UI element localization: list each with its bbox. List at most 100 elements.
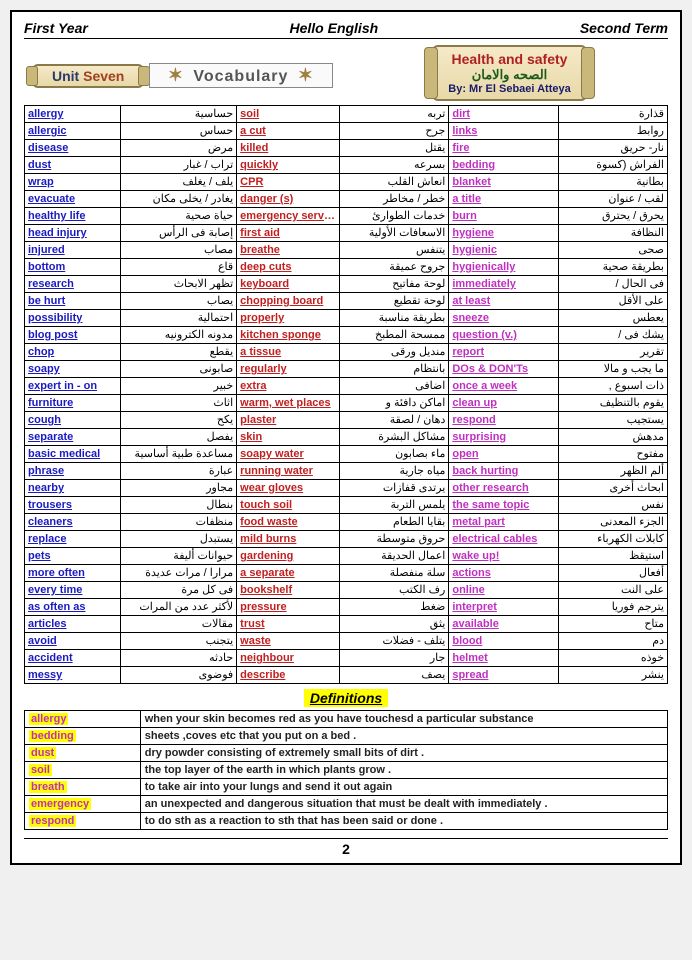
- vocab-ar-1: منظفات: [121, 514, 237, 531]
- vocab-en-3: fire: [449, 140, 558, 157]
- health-by: By: Mr El Sebaei Atteya: [448, 83, 570, 95]
- vocab-row: more oftenمرارا / مرات عديدةa separateسل…: [25, 565, 668, 582]
- vocab-ar-3: يعطس: [558, 310, 667, 327]
- vocab-row: furnitureاثاثwarm, wet placesاماكن دافئة…: [25, 395, 668, 412]
- vocab-en-2: describe: [237, 667, 340, 684]
- vocab-en-2: kitchen sponge: [237, 327, 340, 344]
- vocab-ar-1: حساسية: [121, 106, 237, 123]
- vocab-ar-3: على النت: [558, 582, 667, 599]
- vocab-row: every timeفى كل مرةbookshelfرف الكتبonli…: [25, 582, 668, 599]
- vocab-row: trousersبنطالtouch soilيلمس التربةthe sa…: [25, 497, 668, 514]
- vocab-ar-1: مصاب: [121, 242, 237, 259]
- vocab-ar-2: منديل ورقى: [340, 344, 449, 361]
- vocab-ar-2: لوحة تقطيع: [340, 293, 449, 310]
- vocab-en-3: wake up!: [449, 548, 558, 565]
- vocab-ar-3: متاح: [558, 616, 667, 633]
- vocab-en-1: blog post: [25, 327, 121, 344]
- vocab-en-1: soapy: [25, 361, 121, 378]
- vocab-en-1: avoid: [25, 633, 121, 650]
- vocab-ar-3: مفتوح: [558, 446, 667, 463]
- definition-term: soil: [25, 762, 141, 779]
- unit-scroll: Unit Seven: [32, 64, 144, 88]
- vocab-ar-1: فوضوى: [121, 667, 237, 684]
- vocab-en-2: killed: [237, 140, 340, 157]
- definitions-table: allergywhen your skin becomes red as you…: [24, 710, 668, 830]
- vocab-en-2: skin: [237, 429, 340, 446]
- health-arabic: الصحه والامان: [448, 67, 570, 83]
- vocab-en-2: plaster: [237, 412, 340, 429]
- vocab-row: bottomقاعdeep cutsجروح عميقةhygienically…: [25, 259, 668, 276]
- vocab-ar-1: اثاث: [121, 395, 237, 412]
- vocab-ar-3: نفس: [558, 497, 667, 514]
- vocab-en-1: as often as: [25, 599, 121, 616]
- definition-term: respond: [25, 813, 141, 830]
- vocab-en-3: burn: [449, 208, 558, 225]
- vocab-ar-3: مدهش: [558, 429, 667, 446]
- vocab-row: phraseعبارةrunning waterمياه جاريةback h…: [25, 463, 668, 480]
- vocab-row: dustتراب / غبارquicklyبسرعهbeddingالفراش…: [25, 157, 668, 174]
- vocab-ar-1: حساس: [121, 123, 237, 140]
- vocab-en-1: accident: [25, 650, 121, 667]
- vocab-en-3: open: [449, 446, 558, 463]
- vocab-en-3: electrical cables: [449, 531, 558, 548]
- vocab-en-1: separate: [25, 429, 121, 446]
- vocab-en-1: healthy life: [25, 208, 121, 225]
- vocab-en-1: allergic: [25, 123, 121, 140]
- vocab-ar-3: يحرق / يحترق: [558, 208, 667, 225]
- vocab-ar-3: ذات اسبوع ,: [558, 378, 667, 395]
- definitions-header: Definitions: [24, 690, 668, 708]
- vocab-ar-2: بطريقة مناسبة: [340, 310, 449, 327]
- vocab-row: expert in - onخبيرextraاضافىonce a weekذ…: [25, 378, 668, 395]
- vocab-row: blog postمدونه الكترونيهkitchen spongeمم…: [25, 327, 668, 344]
- vocab-en-1: furniture: [25, 395, 121, 412]
- definition-text: dry powder consisting of extremely small…: [140, 745, 667, 762]
- vocab-ar-1: مدونه الكترونيه: [121, 327, 237, 344]
- vocab-label: ✶ Vocabulary ✶: [149, 63, 333, 88]
- vocab-en-3: surprising: [449, 429, 558, 446]
- vocab-ar-2: يلمس التربة: [340, 497, 449, 514]
- vocab-en-3: at least: [449, 293, 558, 310]
- vocab-row: replaceيستبدلmild burnsحروق متوسطةelectr…: [25, 531, 668, 548]
- vocab-en-3: the same topic: [449, 497, 558, 514]
- vocab-ar-2: حروق متوسطة: [340, 531, 449, 548]
- vocab-row: articlesمقالاتtrustيثقavailableمتاح: [25, 616, 668, 633]
- vocab-ar-2: يصف: [340, 667, 449, 684]
- vocab-ar-3: كابلات الكهرباء: [558, 531, 667, 548]
- vocab-ar-2: يثق: [340, 616, 449, 633]
- vocab-ar-3: دم: [558, 633, 667, 650]
- definition-row: soilthe top layer of the earth in which …: [25, 762, 668, 779]
- vocab-row: coughيكحplasterدهان / لصقةrespondيستجيب: [25, 412, 668, 429]
- vocab-row: as often asلأكثر عدد من المراتpressureضغ…: [25, 599, 668, 616]
- vocab-ar-2: ممسحة المطبخ: [340, 327, 449, 344]
- vocab-en-2: a tissue: [237, 344, 340, 361]
- vocab-en-2: wear gloves: [237, 480, 340, 497]
- banner-row: Unit Seven ✶ Vocabulary ✶ Health and saf…: [24, 45, 668, 101]
- unit-name: Seven: [83, 68, 124, 84]
- vocab-row: cleanersمنظفاتfood wasteبقايا الطعامmeta…: [25, 514, 668, 531]
- vocab-ar-2: يرتدى قفازات: [340, 480, 449, 497]
- vocab-ar-2: ضغط: [340, 599, 449, 616]
- vocab-en-3: links: [449, 123, 558, 140]
- vocab-ar-3: بطريقة صحية: [558, 259, 667, 276]
- vocab-row: messyفوضوىdescribeيصفspreadينشر: [25, 667, 668, 684]
- vocab-ar-1: حياة صحية: [121, 208, 237, 225]
- vocab-ar-2: بقايا الطعام: [340, 514, 449, 531]
- vocab-row: head injuryإصابة فى الرأسfirst aidالاسعا…: [25, 225, 668, 242]
- definition-term: breath: [25, 779, 141, 796]
- definition-text: sheets ,coves etc that you put on a bed …: [140, 728, 667, 745]
- vocab-en-3: hygienic: [449, 242, 558, 259]
- vocab-row: basic medicalمساعدة طبية أساسيةsoapy wat…: [25, 446, 668, 463]
- vocab-en-2: bookshelf: [237, 582, 340, 599]
- vocab-ar-2: مياه جارية: [340, 463, 449, 480]
- definition-term: bedding: [25, 728, 141, 745]
- vocab-en-2: running water: [237, 463, 340, 480]
- vocab-ar-3: روابط: [558, 123, 667, 140]
- vocab-ar-3: لقب / عنوان: [558, 191, 667, 208]
- vocab-ar-3: صحى: [558, 242, 667, 259]
- vocab-ar-1: عبارة: [121, 463, 237, 480]
- vocab-en-2: warm, wet places: [237, 395, 340, 412]
- vocab-en-3: bedding: [449, 157, 558, 174]
- vocab-ar-1: حادثه: [121, 650, 237, 667]
- vocab-en-2: quickly: [237, 157, 340, 174]
- vocab-en-3: immediately: [449, 276, 558, 293]
